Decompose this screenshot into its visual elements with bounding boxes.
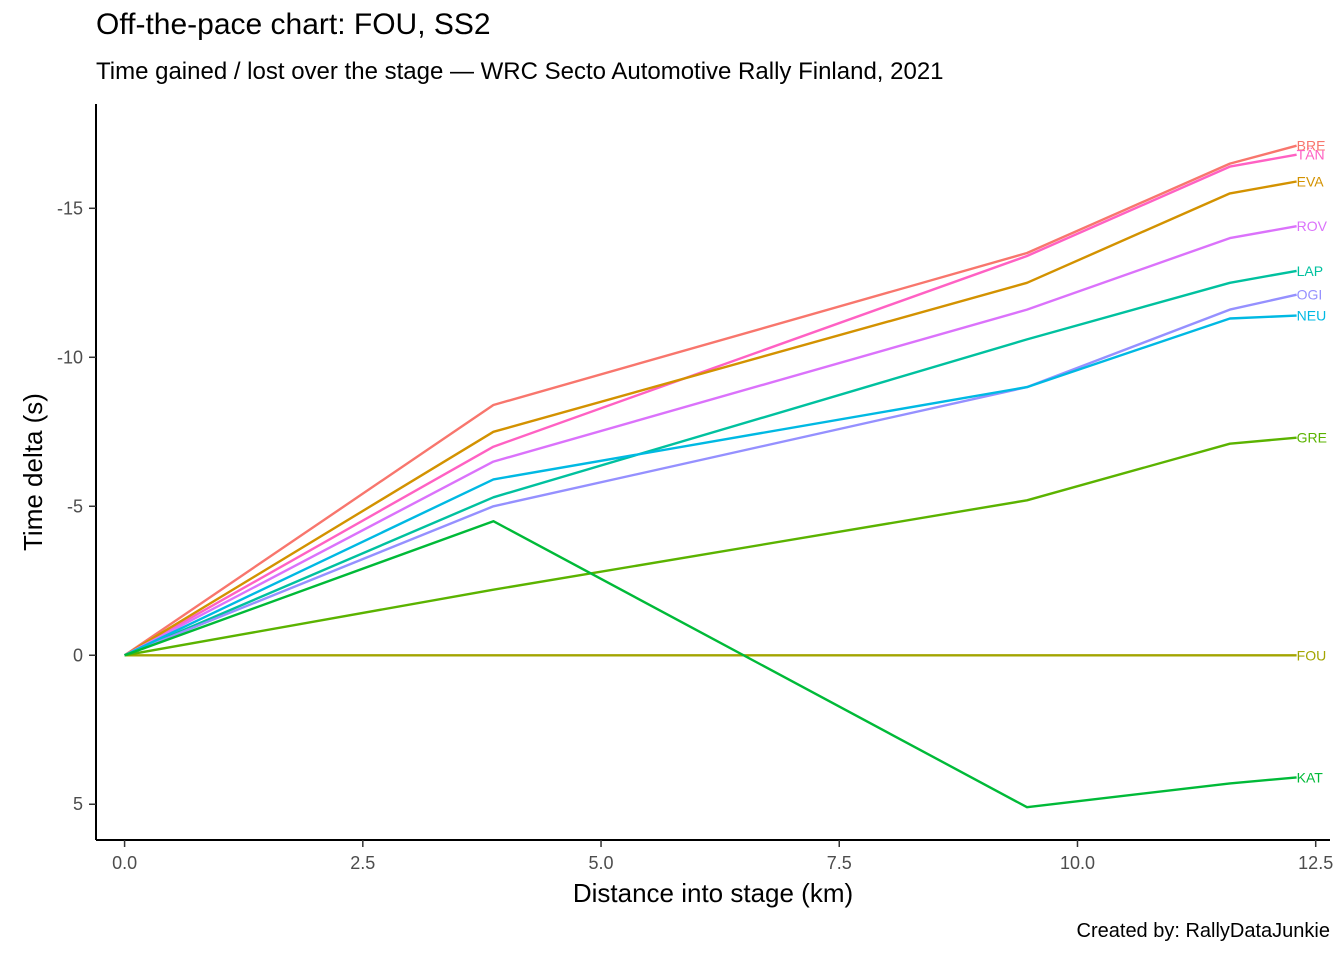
y-tick-label: 0 [73,645,83,665]
series-line-tän [124,153,1297,657]
chart-caption: Created by: RallyDataJunkie [1076,920,1330,942]
series-line-lap [124,269,1297,657]
y-tick-label: 5 [73,794,83,814]
chart-title: Off-the-pace chart: FOU, SS2 [96,8,491,41]
series-label-ogi: OGI [1297,287,1323,303]
y-tick-label: -5 [67,496,83,516]
series-line-kat [124,520,1297,809]
y-tick-label: -10 [57,347,83,367]
series-line-eva [123,180,1297,657]
x-tick-label: 7.5 [827,853,852,873]
series-label-fou: FOU [1297,647,1327,663]
series-line-gre [124,436,1297,657]
series-line-bre [123,144,1297,657]
series-label-tän: TÄN [1297,147,1325,163]
series-line-rov [124,225,1297,657]
series-label-neu: NEU [1297,308,1327,324]
series-label-kat: KAT [1297,769,1324,785]
series-label-rov: ROV [1297,218,1328,234]
x-tick-label: 0.0 [112,853,137,873]
x-tick-label: 12.5 [1298,853,1333,873]
series-lines [123,144,1297,809]
axes: 0.0 2.5 5.0 7.5 10.0 12.5 -15 -10 -5 0 5 [57,104,1333,873]
y-axis-title: Time delta (s) [18,393,48,551]
x-tick-label: 2.5 [350,853,375,873]
series-label-eva: EVA [1297,173,1325,189]
series-label-bre: BRE [1297,138,1326,154]
x-tick-label: 10.0 [1060,853,1095,873]
series-label-lap: LAP [1297,263,1323,279]
series-label-gre: GRE [1297,430,1327,446]
x-axis-title: Distance into stage (km) [573,878,853,908]
chart-subtitle: Time gained / lost over the stage — WRC … [96,58,944,85]
series-line-neu [124,314,1297,657]
x-tick-label: 5.0 [589,853,614,873]
y-tick-label: -15 [57,198,83,218]
